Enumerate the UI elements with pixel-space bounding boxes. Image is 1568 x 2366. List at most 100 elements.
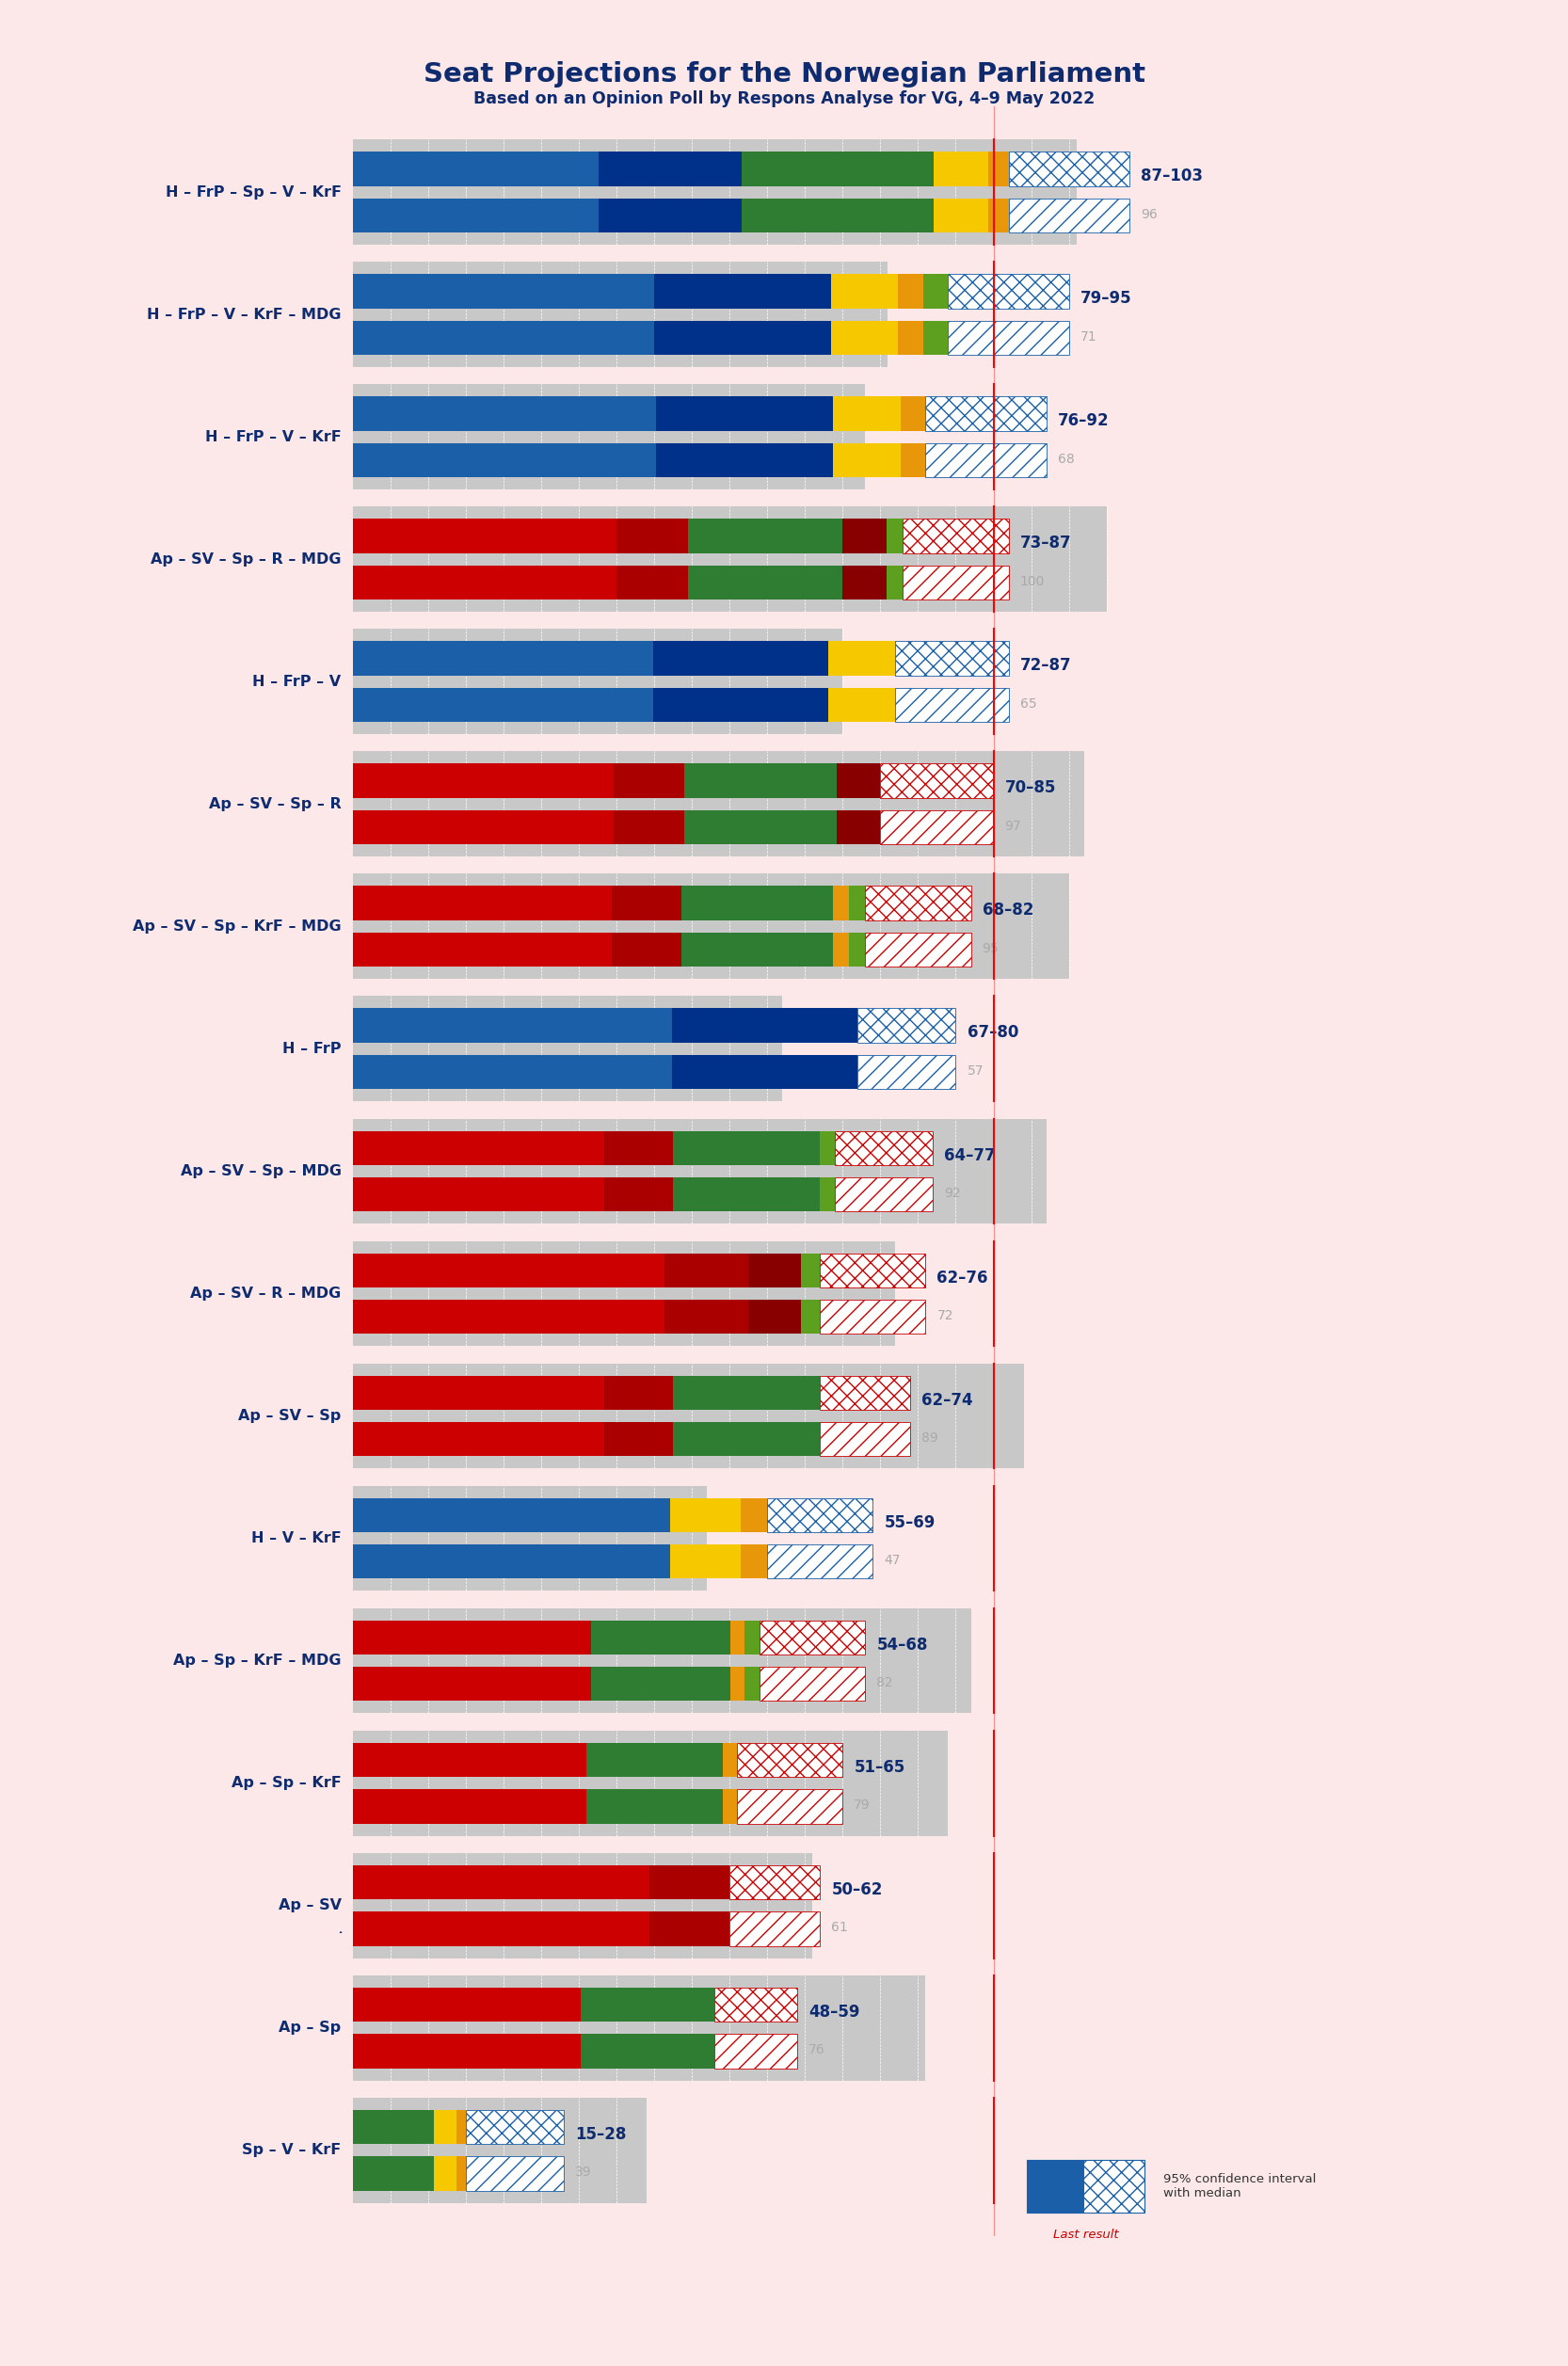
- Bar: [925, 442, 1046, 478]
- Bar: [353, 1375, 605, 1410]
- Text: 71: 71: [1080, 329, 1096, 343]
- Bar: [353, 1131, 604, 1164]
- Bar: [655, 397, 833, 431]
- Bar: [353, 2099, 646, 2203]
- Bar: [353, 629, 842, 733]
- Bar: [353, 442, 655, 478]
- Bar: [353, 1744, 586, 1777]
- Bar: [353, 764, 613, 797]
- Bar: [682, 932, 833, 968]
- Bar: [353, 140, 1076, 244]
- Text: Based on an Opinion Poll by Respons Analyse for VG, 4–9 May 2022: Based on an Opinion Poll by Respons Anal…: [474, 90, 1094, 106]
- Bar: [655, 442, 833, 478]
- Bar: [837, 764, 880, 797]
- Bar: [353, 565, 616, 599]
- Bar: [582, 1987, 715, 2021]
- Bar: [604, 1131, 673, 1164]
- Bar: [616, 565, 688, 599]
- Bar: [353, 322, 654, 355]
- Bar: [685, 764, 837, 797]
- Bar: [820, 1178, 836, 1211]
- Text: 76: 76: [809, 2044, 825, 2056]
- Bar: [353, 1730, 949, 1836]
- Bar: [353, 809, 613, 845]
- Text: 79: 79: [855, 1798, 870, 1812]
- Bar: [466, 2110, 563, 2144]
- Bar: [353, 518, 616, 554]
- Text: 50–62: 50–62: [831, 1881, 883, 1898]
- Bar: [903, 518, 1008, 554]
- Text: 87–103: 87–103: [1140, 168, 1203, 185]
- Bar: [673, 1131, 820, 1164]
- Bar: [673, 1375, 820, 1410]
- Text: 57: 57: [967, 1065, 983, 1077]
- Text: H – FrP – V – KrF – MDG: H – FrP – V – KrF – MDG: [147, 308, 342, 322]
- Bar: [353, 1609, 971, 1713]
- Bar: [353, 1864, 649, 1900]
- Text: Last result: Last result: [1054, 2229, 1118, 2241]
- Bar: [353, 752, 1083, 856]
- Text: 97: 97: [1005, 819, 1021, 833]
- Bar: [731, 1666, 745, 1701]
- Bar: [353, 199, 599, 232]
- Bar: [801, 1299, 820, 1334]
- Text: 70–85: 70–85: [1005, 781, 1055, 797]
- Bar: [353, 263, 887, 367]
- Bar: [353, 2155, 434, 2191]
- Bar: [933, 199, 988, 232]
- Bar: [353, 1055, 671, 1088]
- Bar: [842, 565, 886, 599]
- Bar: [456, 2155, 466, 2191]
- Bar: [988, 151, 1008, 187]
- Text: 54–68: 54–68: [877, 1637, 928, 1654]
- Bar: [688, 565, 842, 599]
- Bar: [748, 1299, 801, 1334]
- Bar: [745, 1666, 760, 1701]
- Bar: [654, 274, 831, 308]
- Bar: [670, 1545, 740, 1578]
- Text: 48–59: 48–59: [809, 2004, 859, 2021]
- Bar: [858, 1008, 956, 1043]
- Text: 89: 89: [922, 1431, 939, 1446]
- Bar: [820, 1375, 911, 1410]
- Bar: [900, 442, 925, 478]
- Text: 96: 96: [1140, 208, 1157, 220]
- Bar: [353, 151, 599, 187]
- Text: Ap – SV – Sp – R – MDG: Ap – SV – Sp – R – MDG: [151, 551, 342, 565]
- Bar: [649, 1912, 729, 1945]
- Bar: [613, 809, 685, 845]
- Bar: [858, 1055, 956, 1088]
- Text: 79–95: 79–95: [1080, 291, 1132, 308]
- Bar: [760, 1621, 866, 1654]
- Bar: [731, 1621, 745, 1654]
- Bar: [353, 1789, 586, 1824]
- Text: 55–69: 55–69: [884, 1514, 935, 1531]
- Bar: [591, 1666, 731, 1701]
- Bar: [586, 1789, 723, 1824]
- Bar: [988, 199, 1008, 232]
- Bar: [742, 151, 933, 187]
- Bar: [353, 1498, 670, 1533]
- Text: Ap – SV – Sp – R: Ap – SV – Sp – R: [209, 797, 342, 812]
- Text: Seat Projections for the Norwegian Parliament: Seat Projections for the Norwegian Parli…: [423, 62, 1145, 88]
- Bar: [748, 1254, 801, 1287]
- Text: Ap – SV – R – MDG: Ap – SV – R – MDG: [190, 1287, 342, 1301]
- Bar: [715, 2035, 798, 2068]
- Bar: [353, 641, 654, 677]
- Bar: [353, 1178, 604, 1211]
- Bar: [900, 397, 925, 431]
- Bar: [353, 873, 1069, 980]
- Bar: [866, 885, 971, 920]
- Bar: [833, 442, 900, 478]
- Bar: [895, 641, 1008, 677]
- Text: H – V – KrF: H – V – KrF: [251, 1531, 342, 1545]
- Text: H – FrP – V – KrF: H – FrP – V – KrF: [205, 431, 342, 445]
- Text: 72: 72: [938, 1308, 953, 1323]
- Bar: [612, 932, 682, 968]
- Bar: [466, 2155, 563, 2191]
- Bar: [654, 689, 828, 722]
- Bar: [353, 1240, 895, 1346]
- Bar: [1008, 151, 1129, 187]
- Bar: [831, 322, 898, 355]
- Text: 100: 100: [1019, 575, 1044, 587]
